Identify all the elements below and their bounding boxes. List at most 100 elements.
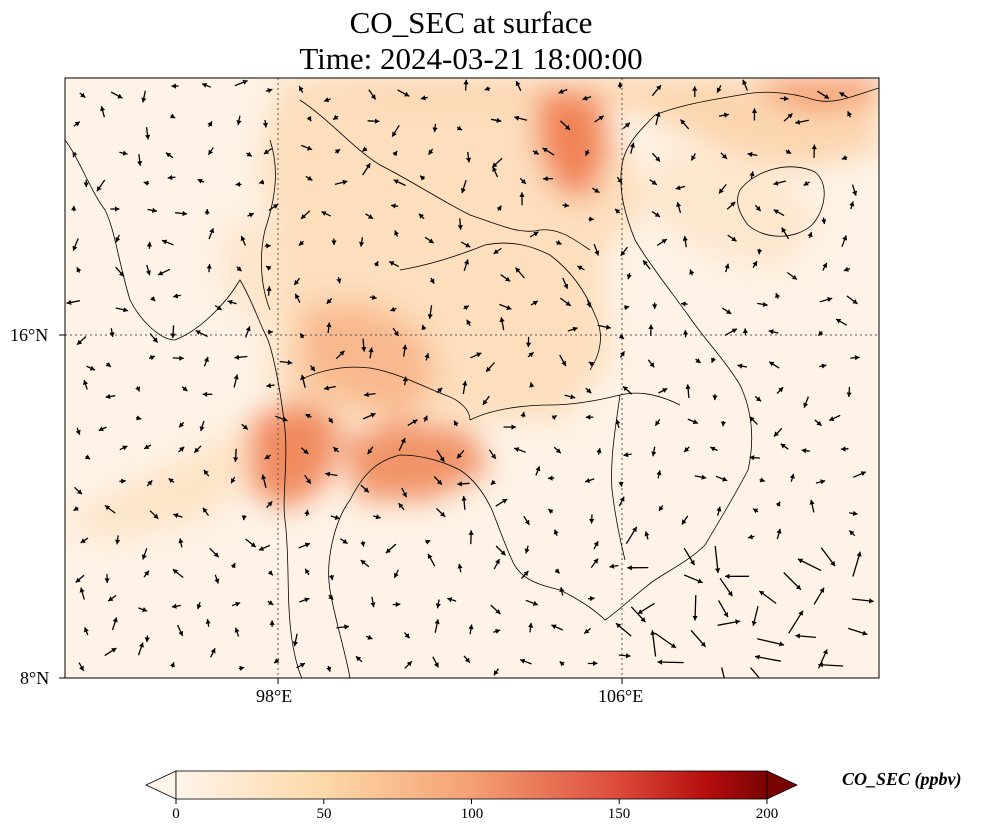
wind-arrow-head bbox=[267, 88, 273, 94]
wind-arrow-head bbox=[751, 620, 757, 626]
wind-arrow-head bbox=[250, 542, 256, 548]
wind-arrow-head bbox=[420, 175, 426, 181]
wind-arrow-head bbox=[231, 478, 236, 484]
wind-arrow-head bbox=[168, 478, 174, 484]
wind-arrow-head bbox=[76, 267, 82, 273]
wind-arrow-head bbox=[651, 180, 657, 185]
wind-arrow-head bbox=[339, 350, 345, 356]
wind-arrow-head bbox=[593, 558, 599, 564]
wind-arrow-head bbox=[795, 119, 801, 125]
wind-arrow-head bbox=[829, 416, 835, 421]
wind-arrow-head bbox=[236, 266, 242, 272]
wind-arrow-head bbox=[434, 662, 439, 668]
wind-arrow-head bbox=[520, 411, 526, 417]
wind-arrow-head bbox=[202, 391, 208, 397]
wind-arrow-head bbox=[122, 150, 128, 156]
wind-arrow-head bbox=[662, 388, 668, 393]
wind-arrow-head bbox=[617, 178, 623, 184]
wind-arrow-head bbox=[391, 203, 396, 209]
wind-arrow-head bbox=[80, 92, 86, 98]
wind-arrow-head bbox=[773, 431, 779, 437]
wind-arrow-head bbox=[368, 347, 374, 353]
wind-arrow-head bbox=[202, 83, 208, 88]
wind-arrow-head bbox=[719, 188, 724, 194]
wind-arrow-head bbox=[492, 166, 497, 172]
wind-arrow-head bbox=[427, 314, 433, 319]
wind-arrow-head bbox=[135, 386, 140, 392]
wind-arrow-head bbox=[141, 97, 147, 103]
wind-arrow-head bbox=[532, 600, 538, 606]
wind-arrow-head bbox=[559, 587, 565, 592]
wind-arrow-head bbox=[514, 447, 520, 453]
wind-arrow-head bbox=[625, 653, 631, 659]
wind-arrow-head bbox=[262, 122, 268, 128]
wind-arrow-head bbox=[495, 559, 500, 565]
wind-arrow-head bbox=[676, 202, 682, 208]
wind-arrow-head bbox=[207, 121, 213, 127]
coastlines-and-borders bbox=[65, 87, 879, 678]
colorbar bbox=[145, 770, 798, 804]
wind-arrow-head bbox=[393, 330, 399, 336]
wind-arrow-head bbox=[105, 362, 111, 367]
wind-arrow-head bbox=[735, 619, 741, 625]
wind-arrow-head bbox=[306, 478, 311, 484]
wind-arrow-head bbox=[360, 541, 366, 547]
wind-arrow-head bbox=[461, 496, 467, 501]
wind-arrow-head bbox=[643, 260, 648, 266]
wind-arrow-head bbox=[637, 609, 643, 614]
wind-arrow-head bbox=[711, 357, 716, 363]
wind-arrow-head bbox=[214, 578, 220, 584]
wind-arrow-head bbox=[204, 356, 209, 363]
wind-arrow-head bbox=[392, 131, 397, 137]
wind-arrow-head bbox=[594, 250, 600, 256]
wind-arrow-head bbox=[213, 552, 219, 558]
wind-arrow-head bbox=[202, 507, 208, 513]
wind-arrow-head bbox=[860, 471, 866, 476]
wind-arrow-head bbox=[457, 225, 463, 230]
wind-arrow-head bbox=[862, 630, 868, 636]
wind-arrow-head bbox=[367, 634, 373, 640]
wind-arrow-head bbox=[307, 175, 313, 181]
wind-arrow-head bbox=[83, 182, 89, 187]
wind-arrow-head bbox=[170, 333, 176, 338]
wind-arrow-head bbox=[269, 620, 275, 625]
wind-arrow-head bbox=[847, 111, 852, 117]
wind-arrow-head bbox=[370, 412, 376, 418]
wind-arrow-head bbox=[394, 230, 399, 236]
wind-arrow-head bbox=[572, 326, 578, 332]
wind-arrow-head bbox=[328, 594, 334, 600]
wind-arrow-head bbox=[389, 261, 395, 266]
wind-arrow-head bbox=[640, 617, 646, 623]
wind-arrow-head bbox=[324, 97, 330, 103]
wind-arrow-head bbox=[720, 421, 726, 427]
wind-arrow-head bbox=[577, 265, 583, 271]
wind-arrow-head bbox=[342, 538, 348, 544]
wind-arrow-head bbox=[334, 514, 340, 520]
wind-arrow-head bbox=[585, 478, 591, 483]
wind-arrow-head bbox=[680, 119, 686, 125]
wind-arrow-shaft bbox=[721, 667, 725, 678]
wind-arrow-head bbox=[789, 473, 795, 479]
wind-arrow-head bbox=[111, 648, 117, 653]
wind-arrow-shaft bbox=[757, 638, 785, 646]
wind-arrow-head bbox=[333, 114, 339, 120]
wind-arrow-head bbox=[588, 361, 594, 367]
wind-arrow-head bbox=[435, 603, 441, 609]
wind-arrow-head bbox=[515, 81, 521, 87]
wind-arrow-head bbox=[650, 630, 656, 635]
wind-arrow-head bbox=[756, 396, 762, 402]
wind-arrow-head bbox=[263, 149, 270, 154]
wind-arrow-head bbox=[429, 278, 435, 284]
wind-arrow-head bbox=[363, 487, 369, 493]
wind-arrow-head bbox=[842, 235, 848, 241]
wind-arrow-head bbox=[367, 214, 374, 219]
map-subtitle: Time: 2024-03-21 18:00:00 bbox=[299, 41, 643, 76]
wind-arrow-head bbox=[819, 587, 825, 593]
wind-arrow-head bbox=[367, 448, 373, 455]
wind-arrow-head bbox=[523, 571, 529, 577]
wind-arrow-head bbox=[294, 279, 300, 285]
wind-arrow-head bbox=[457, 563, 463, 569]
wind-arrow-head bbox=[506, 305, 512, 310]
wind-arrow-head bbox=[371, 294, 377, 300]
